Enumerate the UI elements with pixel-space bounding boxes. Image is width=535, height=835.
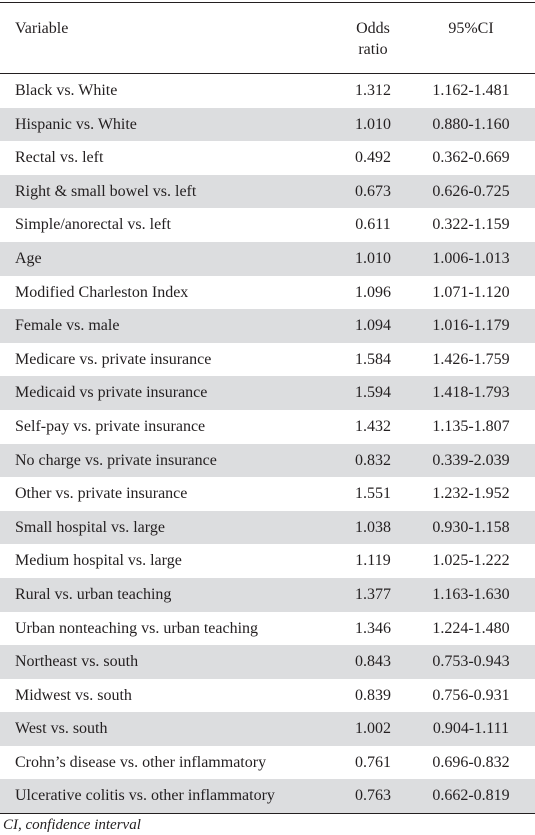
top-rule	[0, 2, 535, 3]
header-ci: 95%CI	[448, 20, 494, 37]
cell-odds-ratio: 1.584	[355, 350, 391, 368]
cell-ci: 1.016-1.179	[432, 317, 510, 335]
cell-odds-ratio: 1.377	[355, 585, 391, 603]
cell-ci: 0.756-0.931	[432, 686, 510, 704]
table-row: West vs. south 1.002 0.904-1.111	[0, 712, 535, 746]
table-row: Midwest vs. south 0.839 0.756-0.931	[0, 679, 535, 713]
cell-variable: Midwest vs. south	[15, 686, 132, 704]
cell-ci: 0.662-0.819	[432, 787, 510, 805]
cell-variable: Ulcerative colitis vs. other inflammator…	[15, 787, 275, 805]
cell-odds-ratio: 1.594	[355, 384, 391, 402]
cell-odds-ratio: 1.010	[355, 115, 391, 133]
cell-ci: 1.006-1.013	[432, 249, 510, 267]
header-rule	[0, 73, 535, 74]
table-row: Medicare vs. private insurance 1.584 1.426…	[0, 343, 535, 377]
cell-odds-ratio: 1.432	[355, 417, 391, 435]
cell-variable: Age	[15, 249, 42, 267]
table-row: Self-pay vs. private insurance 1.432 1.135…	[0, 410, 535, 444]
table-row: Northeast vs. south 0.843 0.753-0.943	[0, 645, 535, 679]
cell-ci: 0.930-1.158	[432, 518, 510, 536]
cell-ci: 0.626-0.725	[432, 182, 510, 200]
table-row: Right & small bowel vs. left 0.673 0.626-0…	[0, 174, 535, 209]
cell-ci: 1.418-1.793	[432, 384, 510, 402]
cell-variable: Small hospital vs. large	[15, 518, 165, 536]
table-row: Age 1.010 1.006-1.013	[0, 241, 535, 276]
cell-variable: Medium hospital vs. large	[15, 552, 182, 570]
cell-odds-ratio: 0.843	[355, 653, 391, 671]
cell-odds-ratio: 1.346	[355, 619, 391, 637]
cell-odds-ratio: 0.761	[355, 753, 391, 771]
header-odds-ratio: Odds ratio	[340, 18, 406, 60]
cell-odds-ratio: 1.551	[355, 485, 391, 503]
cell-ci: 1.071-1.120	[432, 283, 510, 301]
cell-variable: Simple/anorectal vs. left	[15, 216, 171, 234]
cell-variable: Northeast vs. south	[15, 653, 139, 671]
cell-ci: 1.232-1.952	[432, 485, 510, 503]
cell-ci: 0.362-0.669	[432, 149, 510, 167]
cell-odds-ratio: 0.763	[355, 787, 391, 805]
bottom-rule	[0, 813, 535, 814]
table-row: Urban nonteaching vs. urban teaching 1.34…	[0, 612, 535, 646]
cell-variable: Hispanic vs. White	[15, 115, 137, 133]
cell-odds-ratio: 0.832	[355, 451, 391, 469]
table-row: Black vs. White 1.312 1.162-1.481	[0, 74, 535, 108]
cell-ci: 0.322-1.159	[432, 216, 510, 234]
table-row: Hispanic vs. White 1.010 0.880-1.160	[0, 107, 535, 142]
cell-ci: 1.224-1.480	[432, 619, 510, 637]
cell-variable: Female vs. male	[15, 317, 120, 335]
table-header: Variable Odds ratio 95%CI	[0, 3, 535, 73]
cell-variable: Right & small bowel vs. left	[15, 182, 197, 200]
cell-odds-ratio: 1.094	[355, 317, 391, 335]
cell-variable: Crohn’s disease vs. other inflammatory	[15, 753, 267, 771]
cell-odds-ratio: 1.312	[355, 82, 391, 99]
cell-variable: Rectal vs. left	[15, 149, 104, 167]
cell-ci: 0.753-0.943	[432, 653, 510, 671]
table-row: Other vs. private insurance 1.551 1.232-1.…	[0, 477, 535, 511]
table-row: Small hospital vs. large 1.038 0.930-1.158	[0, 510, 535, 545]
cell-ci: 1.135-1.807	[432, 417, 510, 435]
cell-variable: Modified Charleston Index	[15, 283, 189, 301]
table-row: Simple/anorectal vs. left 0.611 0.322-1.15…	[0, 208, 535, 242]
cell-variable: Rural vs. urban teaching	[15, 585, 172, 603]
cell-ci: 1.163-1.630	[432, 585, 510, 603]
table-row: Medicaid vs private insurance 1.594 1.418-…	[0, 376, 535, 410]
cell-variable: Medicare vs. private insurance	[15, 350, 212, 368]
cell-variable: Self-pay vs. private insurance	[15, 417, 206, 435]
header-odds-ratio-line1: Odds	[356, 20, 390, 37]
header-odds-ratio-line2: ratio	[358, 41, 388, 58]
cell-variable: West vs. south	[15, 720, 108, 738]
cell-variable: Other vs. private insurance	[15, 485, 188, 503]
header-variable: Variable	[15, 20, 69, 37]
cell-ci: 1.162-1.481	[432, 82, 510, 99]
cell-odds-ratio: 1.038	[355, 518, 391, 536]
cell-odds-ratio: 1.002	[355, 720, 391, 738]
cell-odds-ratio: 1.010	[355, 249, 391, 267]
cell-odds-ratio: 0.673	[355, 182, 391, 200]
cell-ci: 0.904-1.111	[432, 720, 510, 738]
cell-variable: No charge vs. private insurance	[15, 451, 217, 469]
cell-odds-ratio: 0.492	[355, 149, 391, 167]
cell-odds-ratio: 0.611	[355, 216, 391, 234]
table-row: Ulcerative colitis vs. other inflammator…	[0, 779, 535, 814]
cell-variable: Urban nonteaching vs. urban teaching	[15, 619, 259, 637]
cell-odds-ratio: 1.096	[355, 283, 391, 301]
table-row: Rural vs. urban teaching 1.377 1.163-1.630	[0, 577, 535, 612]
cell-odds-ratio: 0.839	[355, 686, 391, 704]
table-row: No charge vs. private insurance 0.832 0.33…	[0, 443, 535, 478]
table-body: Black vs. White 1.312 1.162-1.481 Hispanic …	[0, 74, 535, 814]
cell-ci: 0.696-0.832	[432, 753, 510, 771]
table-row: Female vs. male 1.094 1.016-1.179	[0, 309, 535, 343]
table-footnote: CI, confidence interval	[3, 817, 141, 833]
table-row: Medium hospital vs. large 1.119 1.025-1.22…	[0, 544, 535, 578]
cell-ci: 1.426-1.759	[432, 350, 510, 368]
table-row: Rectal vs. left 0.492 0.362-0.669	[0, 141, 535, 175]
table-row: Modified Charleston Index 1.096 1.071-1.12…	[0, 276, 535, 310]
table-row: Crohn’s disease vs. other inflammatory 0.…	[0, 746, 535, 780]
cell-variable: Medicaid vs private insurance	[15, 384, 208, 402]
cell-odds-ratio: 1.119	[355, 552, 391, 570]
cell-variable: Black vs. White	[15, 82, 118, 99]
cell-ci: 0.880-1.160	[432, 115, 510, 133]
cell-ci: 0.339-2.039	[432, 451, 510, 469]
cell-ci: 1.025-1.222	[432, 552, 510, 570]
